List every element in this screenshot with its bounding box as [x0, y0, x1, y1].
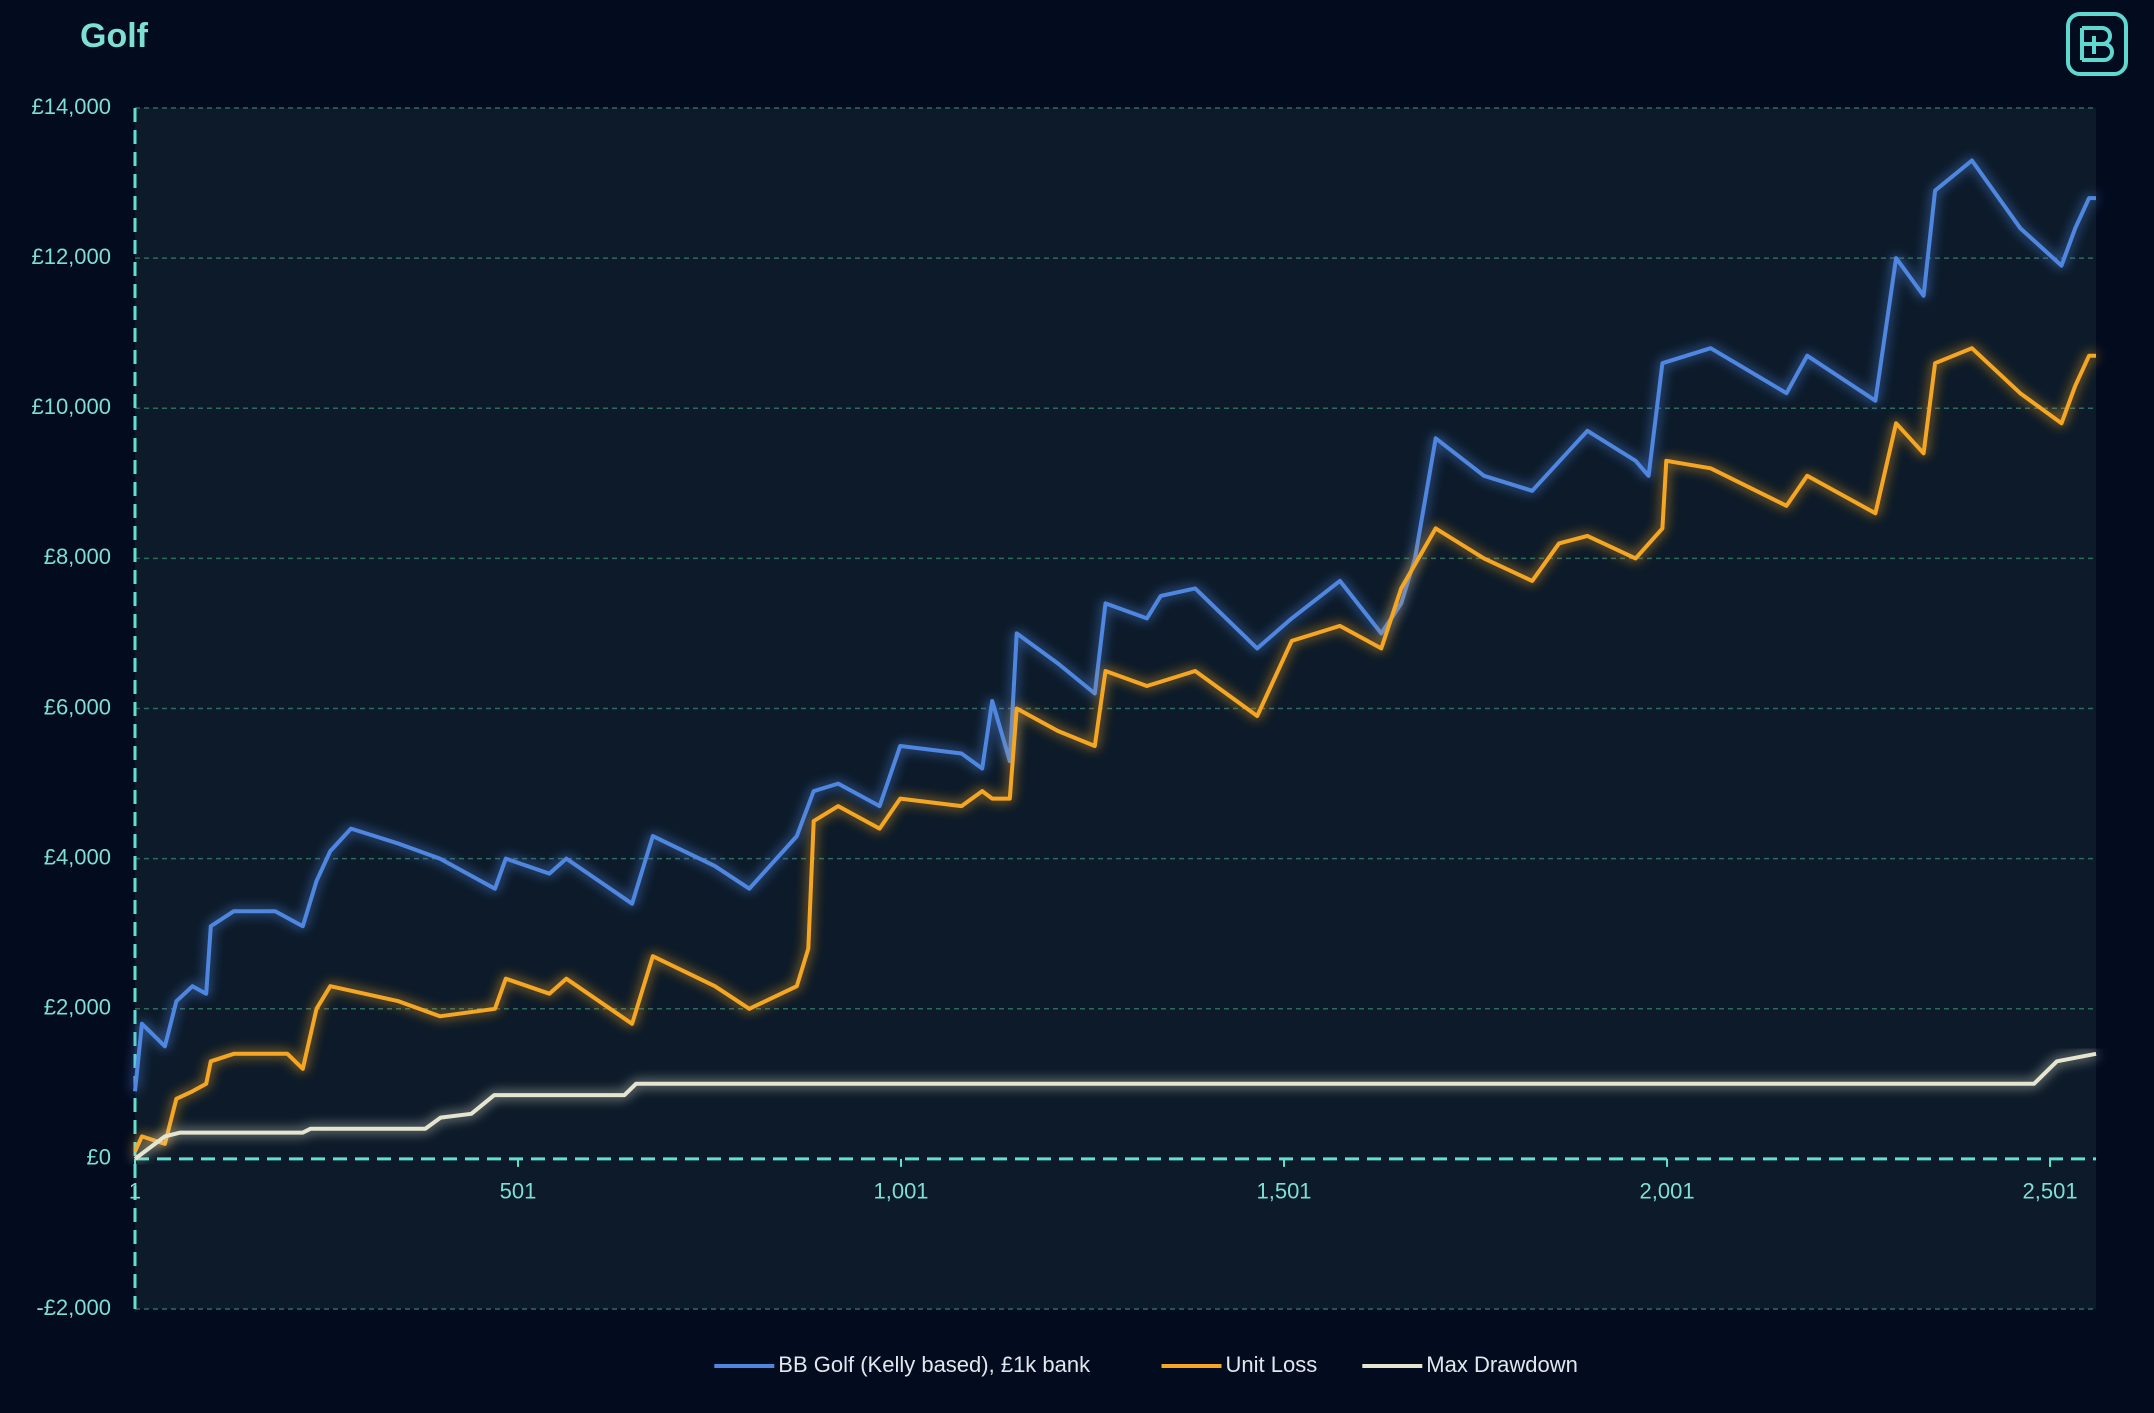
x-tick-label: 1,001: [873, 1179, 928, 1204]
y-tick-label: £4,000: [44, 844, 111, 869]
y-tick-label: £8,000: [44, 544, 111, 569]
y-tick-label: £14,000: [31, 94, 111, 119]
x-tick-label: 2,001: [1640, 1179, 1695, 1204]
logo: [2066, 12, 2128, 76]
y-tick-label: £0: [87, 1145, 111, 1170]
y-tick-label: -£2,000: [36, 1295, 111, 1320]
legend-label: Unit Loss: [1226, 1352, 1318, 1377]
x-tick-label: 1: [129, 1179, 141, 1204]
lines: [133, 158, 2097, 1161]
chart-title: Golf: [80, 17, 149, 55]
legend-label: Max Drawdown: [1426, 1352, 1578, 1377]
y-tick-label: £6,000: [44, 694, 111, 719]
y-tick-label: £12,000: [31, 244, 111, 269]
series-line: [133, 346, 2096, 1153]
x-tick-label: 2,501: [2023, 1179, 2078, 1204]
y-tick-label: £10,000: [31, 394, 111, 419]
y-tick-label: £2,000: [44, 995, 111, 1020]
series-line: [133, 1051, 2097, 1161]
grid: [133, 107, 2096, 1310]
legend: BB Golf (Kelly based), £1k bank Unit Loss…: [714, 1352, 1578, 1377]
series-line: [133, 158, 2096, 1092]
x-tick-label: 501: [500, 1179, 537, 1204]
legend-label: BB Golf (Kelly based), £1k bank: [778, 1352, 1091, 1377]
x-tick-label: 1,501: [1256, 1179, 1311, 1204]
